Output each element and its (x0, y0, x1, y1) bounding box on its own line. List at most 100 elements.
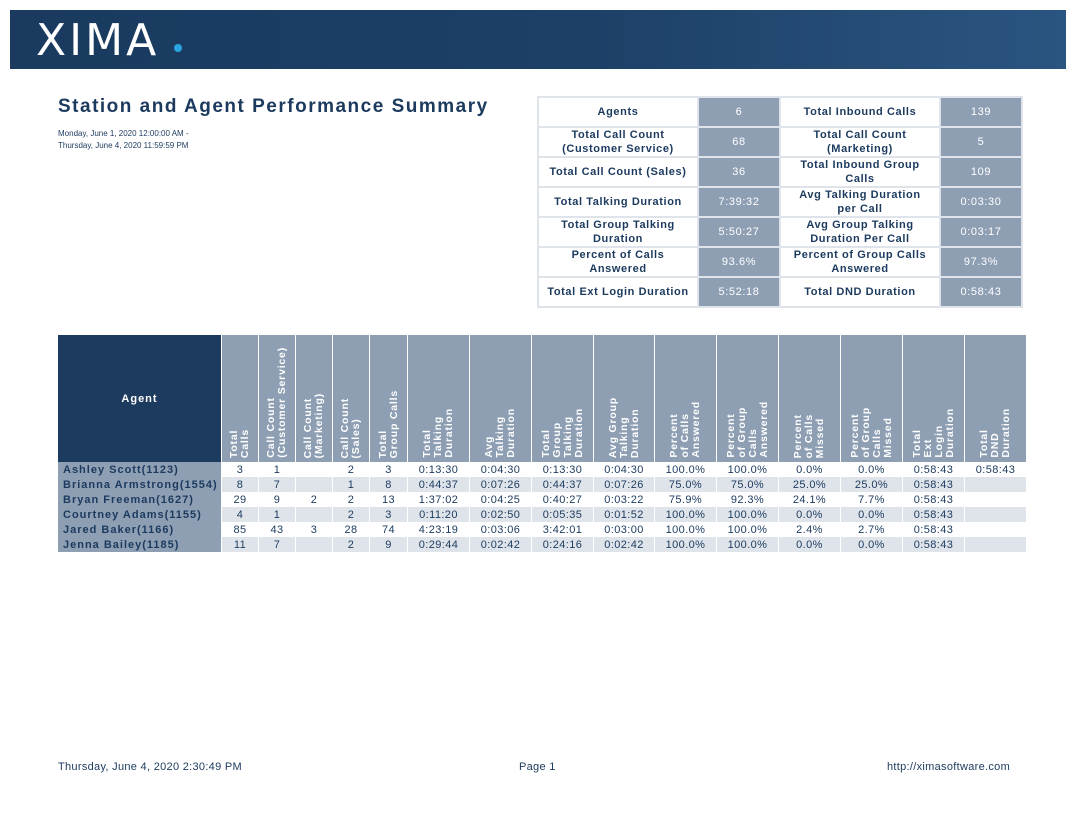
column-header-label: Call Count (Customer Service) (265, 347, 288, 458)
table-cell: 75.0% (654, 477, 717, 492)
summary-label: Total DND Duration (781, 278, 939, 306)
agent-name-cell: Courtney Adams(1155) (58, 507, 222, 522)
table-cell: 0.0% (840, 507, 903, 522)
table-cell: 28 (332, 522, 370, 537)
table-cell: 8 (369, 477, 408, 492)
report-date-range: Monday, June 1, 2020 12:00:00 AM - Thurs… (58, 128, 189, 152)
table-cell: 7.7% (840, 492, 903, 507)
column-header-label: Call Count (Marketing) (302, 392, 325, 458)
table-cell: 75.9% (654, 492, 717, 507)
table-cell: 3 (369, 507, 408, 522)
table-cell: 100.0% (716, 537, 779, 552)
summary-row: Agents 6 Total Inbound Calls 139 (539, 98, 1021, 126)
table-cell: 13 (369, 492, 408, 507)
table-cell: 1:37:02 (407, 492, 470, 507)
header-banner: XIMA (10, 10, 1066, 69)
summary-row: Total Ext Login Duration 5:52:18 Total DND… (539, 278, 1021, 306)
table-cell: 0:07:26 (469, 477, 532, 492)
summary-label: Total Talking Duration (539, 188, 697, 216)
summary-label: Total Call Count (Sales) (539, 158, 697, 186)
table-cell: 0.0% (840, 462, 903, 477)
table-cell: 0:07:26 (593, 477, 655, 492)
table-cell: 0:58:43 (902, 522, 965, 537)
table-cell: 3:42:01 (531, 522, 594, 537)
summary-value: 0:58:43 (941, 278, 1021, 306)
column-header: Avg Group Talking Duration (593, 335, 655, 462)
table-cell: 3 (221, 462, 259, 477)
agent-performance-table: Agent Total Calls Call Count (Customer Ser… (58, 335, 1027, 552)
table-cell: 24.1% (778, 492, 841, 507)
table-cell: 0:58:43 (902, 477, 965, 492)
table-row: Ashley Scott(1123) 3 1 2 3 0:13:30 0:04:30 0:13… (58, 462, 1027, 477)
table-cell: 4 (221, 507, 259, 522)
table-cell: 100.0% (654, 462, 717, 477)
table-cell: 0:01:52 (593, 507, 655, 522)
table-cell: 74 (369, 522, 408, 537)
table-cell: 0:13:30 (407, 462, 470, 477)
report-title: Station and Agent Performance Summary (58, 96, 489, 117)
column-header: Total DND Duration (964, 335, 1027, 462)
table-cell (295, 462, 333, 477)
table-cell: 0:03:00 (593, 522, 655, 537)
column-header: Total Group Calls (369, 335, 408, 462)
column-header-label: Total Group Talking Duration (539, 408, 585, 458)
column-header-label: Total Calls (228, 428, 251, 458)
summary-label: Agents (539, 98, 697, 126)
table-cell: 0:04:30 (593, 462, 655, 477)
table-cell: 92.3% (716, 492, 779, 507)
footer-url[interactable]: http://ximasoftware.com (887, 761, 1011, 773)
table-cell: 2 (332, 507, 370, 522)
table-cell: 0:40:27 (531, 492, 594, 507)
table-cell: 0.0% (840, 537, 903, 552)
table-cell: 0.0% (778, 462, 841, 477)
agent-name-cell: Jared Baker(1166) (58, 522, 222, 537)
table-cell: 1 (332, 477, 370, 492)
agent-column-header: Agent (58, 335, 222, 462)
table-cell: 2 (332, 462, 370, 477)
table-cell: 0:58:43 (902, 507, 965, 522)
summary-label: Avg Talking Duration per Call (781, 188, 939, 216)
summary-label: Total Call Count (Marketing) (781, 128, 939, 156)
column-header-label: Avg Group Talking Duration (606, 396, 641, 458)
table-cell: 100.0% (716, 507, 779, 522)
table-cell: 25.0% (840, 477, 903, 492)
table-cell: 2 (332, 537, 370, 552)
summary-value: 5 (941, 128, 1021, 156)
summary-value: 36 (699, 158, 779, 186)
agent-name-cell: Jenna Bailey(1185) (58, 537, 222, 552)
table-cell: 100.0% (654, 537, 717, 552)
column-header: Call Count (Sales) (332, 335, 370, 462)
table-row: Jared Baker(1166) 85 43 3 28 74 4:23:19 0:03:06… (58, 522, 1027, 537)
table-cell (295, 537, 333, 552)
table-cell: 0:02:50 (469, 507, 532, 522)
summary-label: Total Inbound Group Calls (781, 158, 939, 186)
table-cell: 0:58:43 (964, 462, 1027, 477)
summary-value: 0:03:17 (941, 218, 1021, 246)
table-cell: 0:44:37 (531, 477, 594, 492)
table-cell: 0:13:30 (531, 462, 594, 477)
table-cell (295, 477, 333, 492)
table-cell: 100.0% (654, 507, 717, 522)
table-cell: 0:04:25 (469, 492, 532, 507)
table-row: Jenna Bailey(1185) 11 7 2 9 0:29:44 0:02:42 0:2… (58, 537, 1027, 552)
column-header-label: Percent of Group Calls Missed (848, 407, 894, 458)
table-cell: 0:58:43 (902, 462, 965, 477)
table-cell: 0.0% (778, 537, 841, 552)
column-header-label: Percent of Calls Missed (792, 413, 826, 458)
table-cell: 2 (332, 492, 370, 507)
table-cell: 0:03:22 (593, 492, 655, 507)
summary-value: 109 (941, 158, 1021, 186)
summary-value: 0:03:30 (941, 188, 1021, 216)
agent-name-cell: Brianna Armstrong(1554) (58, 477, 222, 492)
table-cell: 0:02:42 (469, 537, 532, 552)
table-cell (964, 522, 1027, 537)
table-cell (295, 507, 333, 522)
table-row: Brianna Armstrong(1554) 8 7 1 8 0:44:37 0:07:2… (58, 477, 1027, 492)
table-cell: 9 (258, 492, 296, 507)
table-cell: 0:24:16 (531, 537, 594, 552)
table-cell (964, 507, 1027, 522)
table-cell: 0:29:44 (407, 537, 470, 552)
table-cell: 1 (258, 462, 296, 477)
summary-label: Total Inbound Calls (781, 98, 939, 126)
summary-label: Percent of Group Calls Answered (781, 248, 939, 276)
